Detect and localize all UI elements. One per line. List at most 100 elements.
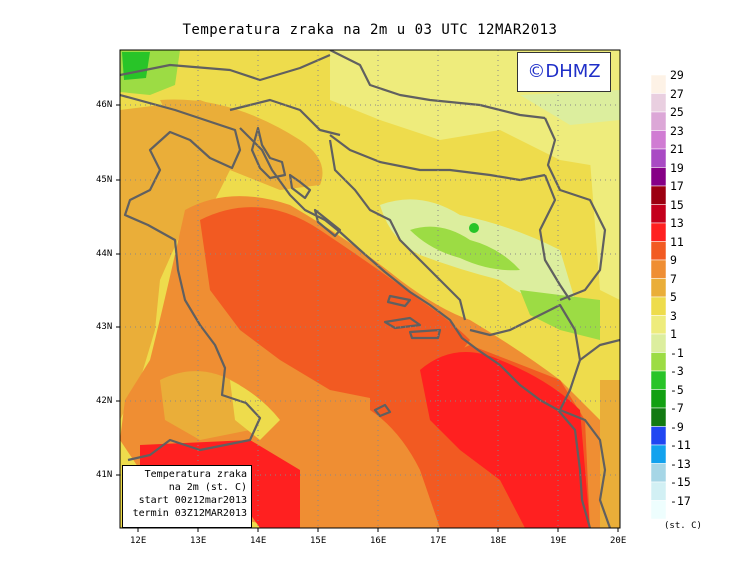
colorbar-swatch — [650, 241, 667, 261]
temp-band-east-edge — [590, 150, 620, 300]
colorbar-swatch — [650, 370, 667, 390]
colorbar-label: 17 — [670, 179, 684, 193]
colorbar-swatch — [650, 389, 667, 409]
border-croatia-bosnia-north — [329, 134, 546, 182]
colorbar-swatch — [650, 407, 667, 427]
colorbar-swatch — [650, 130, 667, 150]
temp-band-light-north — [520, 90, 620, 125]
colorbar-label: 9 — [670, 253, 677, 267]
colorbar-swatch — [650, 74, 667, 94]
border-serbia-east — [543, 117, 607, 302]
lat-label-44: 44N — [96, 249, 113, 259]
colorbar-swatch — [650, 426, 667, 446]
lat-label-42: 42N — [96, 396, 113, 406]
colorbar-label: 27 — [670, 86, 684, 101]
colorbar-label: 11 — [670, 234, 684, 249]
colorbar-swatch — [650, 111, 667, 131]
lon-label-17: 17E — [430, 536, 447, 546]
lat-label-45: 45N — [96, 175, 113, 185]
colorbar-label: 21 — [670, 142, 684, 156]
border-bosnia-serbia — [538, 174, 571, 301]
colorbar-label: 29 — [670, 68, 684, 82]
temp-band-bosnia-colder — [410, 226, 520, 271]
border-albania-east — [559, 408, 612, 528]
colorbar-units: (st. C) — [664, 521, 702, 531]
colorbar-label: 5 — [670, 290, 677, 304]
island-korcula — [408, 328, 442, 340]
colorbar-swatch — [650, 167, 667, 187]
island-krk — [288, 173, 312, 200]
island-brac — [386, 294, 412, 308]
colorbar-label: 25 — [670, 105, 684, 119]
lon-label-13: 13E — [190, 536, 207, 546]
dhmz-logo: ©DHMZ — [517, 52, 611, 92]
colorbar-swatch — [650, 222, 667, 242]
lon-label-15: 15E — [310, 536, 327, 546]
colorbar-swatch — [650, 333, 667, 353]
coastline-istria — [250, 126, 287, 180]
border-kosovo — [579, 338, 620, 361]
coastline-croatia — [239, 127, 592, 528]
colorbar-label: 3 — [670, 308, 677, 323]
colorbar-label: -1 — [670, 345, 684, 360]
colorbar-swatch — [650, 444, 667, 464]
colorbar-label: -15 — [670, 475, 691, 489]
legend-line-1: Temperatura zraka — [144, 469, 247, 480]
legend-line-3: start 00z12mar2013 — [138, 495, 247, 506]
temp-band-alps-colder — [122, 52, 150, 80]
island-lastovo — [373, 403, 392, 418]
colorbar-swatch — [650, 148, 667, 168]
border-montenegro — [469, 303, 582, 411]
lat-label-41: 41N — [96, 470, 113, 480]
colorbar — [650, 74, 667, 520]
colorbar-swatch — [650, 204, 667, 224]
temp-band-albania-edge — [600, 380, 620, 528]
lon-label-14: 14E — [250, 536, 267, 546]
legend-line-4: termin 03Z12MAR2013 — [132, 508, 247, 519]
colorbar-label: -17 — [670, 493, 691, 508]
colorbar-swatch — [650, 185, 667, 205]
temp-band-adriatic-core — [200, 207, 470, 400]
lat-label-46: 46N — [96, 100, 113, 110]
colorbar-label: -5 — [670, 382, 684, 397]
colorbar-swatch — [650, 315, 667, 335]
colorbar-label: 13 — [670, 216, 684, 230]
lon-label-12: 12E — [130, 536, 147, 546]
map-frame — [119, 49, 621, 529]
colorbar-label: -9 — [670, 419, 684, 434]
lon-label-20: 20E — [610, 536, 627, 546]
colorbar-swatch — [650, 500, 667, 520]
border-austria — [120, 53, 331, 82]
colorbar-label: 1 — [670, 327, 677, 341]
colorbar-swatch — [650, 481, 667, 501]
lat-label-43: 43N — [96, 322, 113, 332]
colorbar-swatch — [650, 463, 667, 483]
colorbar-swatch — [650, 352, 667, 372]
border-hungary — [329, 50, 546, 120]
colorbar-label: 23 — [670, 123, 684, 138]
colorbar-swatch — [650, 296, 667, 316]
temp-band-north-adriatic — [160, 99, 323, 190]
temp-band-ionian-hot — [420, 352, 590, 528]
colorbar-label: -7 — [670, 401, 684, 415]
colorbar-label: 15 — [670, 197, 684, 212]
colorbar-swatch — [650, 93, 667, 113]
temp-spot-cold — [469, 223, 479, 233]
lon-label-16: 16E — [370, 536, 387, 546]
lon-label-18: 18E — [490, 536, 507, 546]
lon-label-19: 19E — [550, 536, 567, 546]
legend-line-2: na 2m (st. C) — [168, 482, 247, 493]
colorbar-label: -11 — [670, 438, 691, 452]
island-hvar — [383, 316, 422, 330]
colorbar-swatch — [650, 278, 667, 298]
colorbar-swatch — [650, 259, 667, 279]
colorbar-label: -13 — [670, 456, 691, 471]
coastline-italy-east — [120, 93, 262, 462]
colorbar-label: -3 — [670, 364, 684, 378]
colorbar-label: 7 — [670, 271, 677, 286]
colorbar-label: 19 — [670, 160, 684, 175]
map-title: Temperatura zraka na 2m u 03 UTC 12MAR20… — [182, 22, 558, 38]
info-legend-box: Temperatura zraka na 2m (st. C) start 00… — [122, 465, 252, 528]
temp-band-gargano — [230, 380, 280, 440]
